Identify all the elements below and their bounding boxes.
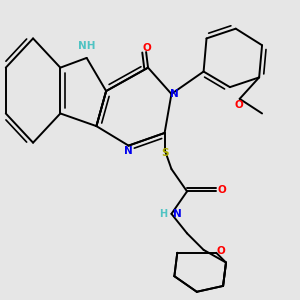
Text: O: O	[217, 246, 226, 256]
Text: S: S	[161, 148, 168, 158]
Text: O: O	[143, 43, 152, 53]
Text: N: N	[170, 89, 179, 99]
Text: NH: NH	[78, 41, 95, 51]
Text: H: H	[160, 209, 168, 219]
Text: O: O	[234, 100, 243, 110]
Text: N: N	[173, 209, 182, 219]
Text: N: N	[124, 146, 133, 156]
Text: O: O	[218, 185, 226, 195]
